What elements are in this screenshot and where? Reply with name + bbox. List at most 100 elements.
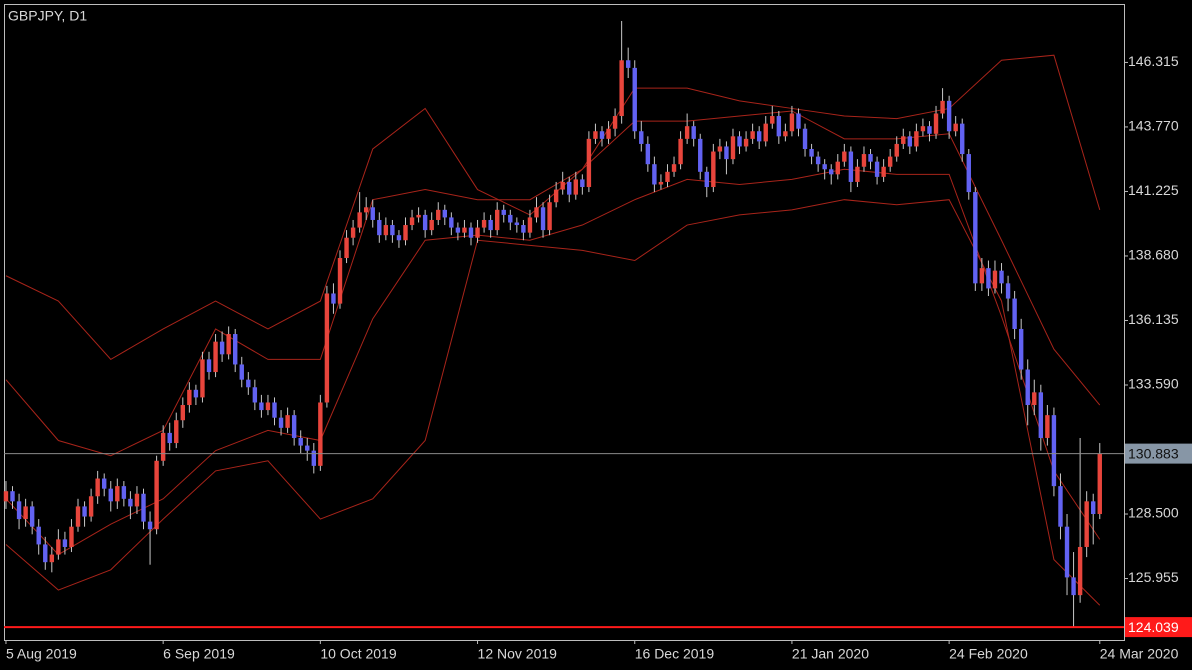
candle-body — [698, 138, 703, 172]
candle-body — [88, 496, 94, 517]
x-tick-label: 24 Feb 2020 — [949, 646, 1028, 662]
candle-body — [82, 506, 87, 517]
candle-body — [580, 179, 585, 188]
candle-body — [763, 123, 768, 142]
candle-body — [468, 227, 474, 238]
candle-body — [553, 189, 559, 203]
candle-body — [102, 478, 107, 489]
candle-body — [219, 341, 225, 355]
candle-body — [1038, 392, 1044, 438]
candle-body — [383, 225, 389, 236]
candle-body — [1091, 501, 1096, 515]
candle-body — [291, 415, 297, 438]
candle-body — [363, 207, 369, 213]
candle-body — [927, 126, 932, 134]
band-line — [5, 168, 1101, 556]
candle-body — [776, 116, 782, 137]
candle-body — [711, 151, 716, 188]
candle-body — [481, 219, 487, 228]
y-tick-label: 143.770 — [1128, 118, 1179, 134]
candle-body — [128, 498, 133, 507]
candle-body — [625, 60, 631, 68]
candle-body — [652, 164, 657, 185]
candle-body — [409, 217, 415, 226]
candle-body — [226, 334, 231, 355]
x-tick-label: 24 Mar 2020 — [1100, 646, 1179, 662]
x-tick-label: 6 Sep 2019 — [163, 646, 235, 662]
candle-body — [29, 506, 35, 527]
candle-body — [658, 181, 664, 185]
candle-body — [206, 359, 212, 373]
candle-body — [311, 450, 317, 466]
candle-body — [252, 387, 258, 403]
candle-body — [62, 539, 68, 547]
candle-body — [370, 207, 375, 220]
candle-body — [160, 432, 166, 461]
candle-body — [10, 491, 15, 502]
x-tick-label: 12 Nov 2019 — [478, 646, 558, 662]
y-tick-label: 146.315 — [1128, 53, 1179, 69]
candle-body — [560, 181, 565, 190]
candle-body — [213, 341, 218, 373]
candle-body — [180, 405, 186, 421]
candle-body — [756, 131, 762, 142]
candle-body — [442, 209, 447, 218]
candle-body — [632, 67, 637, 132]
candle-body — [154, 460, 159, 530]
candle-body — [829, 169, 834, 175]
candle-body — [501, 209, 506, 215]
candle-body — [324, 293, 330, 403]
candle-body — [36, 526, 41, 545]
candle-body — [1084, 501, 1089, 547]
candle-body — [750, 131, 755, 139]
candle-body — [704, 171, 709, 188]
candle-body — [278, 417, 284, 428]
x-tick-label: 5 Aug 2019 — [6, 646, 77, 662]
candle-body — [960, 123, 965, 155]
candle-body — [907, 136, 913, 147]
candle-body — [3, 491, 9, 502]
candle-body — [115, 486, 120, 502]
candle-body — [23, 506, 28, 520]
candle-body — [121, 486, 127, 499]
candle-body — [1032, 392, 1037, 406]
candle-body — [783, 131, 788, 137]
y-tick-label: 141.225 — [1128, 182, 1179, 198]
y-tick-label: 128.500 — [1128, 505, 1179, 521]
candle-body — [822, 164, 827, 170]
candle-body — [645, 143, 651, 165]
low-line-label-bg — [1125, 617, 1192, 638]
candle-body — [147, 521, 153, 530]
candle-body — [678, 138, 683, 165]
candle-body — [953, 123, 958, 132]
candle-body — [599, 131, 605, 139]
candle-body — [868, 154, 873, 162]
candle-body — [357, 212, 362, 228]
candle-body — [187, 389, 192, 406]
candle-body — [802, 128, 808, 149]
x-tick-label: 16 Dec 2019 — [635, 646, 715, 662]
candle-body — [737, 136, 742, 147]
candle-body — [514, 222, 520, 226]
candle-body — [521, 225, 526, 233]
candle-body — [540, 207, 546, 231]
candle-body — [1071, 577, 1076, 596]
candle-body — [350, 227, 356, 238]
candle-body — [992, 270, 998, 289]
candle-body — [979, 268, 985, 284]
candle-body — [573, 179, 578, 195]
candle-body — [901, 136, 906, 144]
candle-body — [233, 334, 238, 365]
candle-body — [815, 156, 821, 165]
y-tick-label: 136.135 — [1128, 311, 1179, 327]
candle-body — [49, 554, 55, 563]
candle-body — [855, 166, 860, 182]
candle-body — [914, 131, 919, 147]
candle-body — [527, 217, 533, 233]
candle-body — [108, 488, 113, 502]
candle-body — [940, 100, 945, 114]
candle-body — [377, 219, 382, 236]
x-tick-label: 10 Oct 2019 — [320, 646, 396, 662]
